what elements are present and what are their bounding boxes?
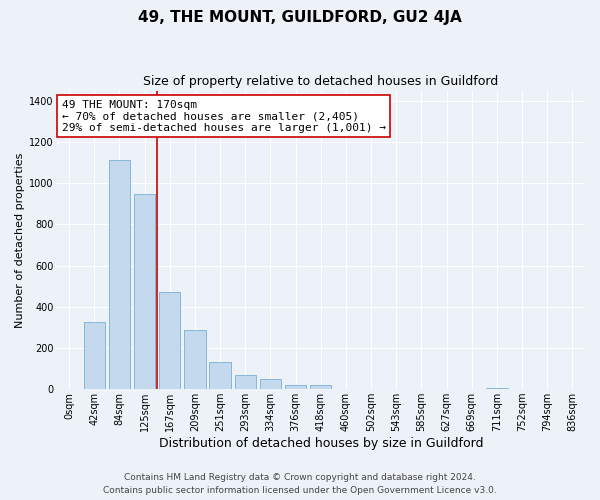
Y-axis label: Number of detached properties: Number of detached properties xyxy=(15,152,25,328)
Text: 49 THE MOUNT: 170sqm
← 70% of detached houses are smaller (2,405)
29% of semi-de: 49 THE MOUNT: 170sqm ← 70% of detached h… xyxy=(62,100,386,132)
Bar xyxy=(134,194,155,389)
Bar xyxy=(235,375,256,389)
Bar xyxy=(209,362,231,389)
Bar xyxy=(285,385,307,389)
Bar xyxy=(260,380,281,389)
Bar xyxy=(310,385,331,389)
Bar xyxy=(159,292,181,389)
Bar xyxy=(109,160,130,389)
Text: Contains HM Land Registry data © Crown copyright and database right 2024.
Contai: Contains HM Land Registry data © Crown c… xyxy=(103,474,497,495)
X-axis label: Distribution of detached houses by size in Guildford: Distribution of detached houses by size … xyxy=(158,437,483,450)
Bar xyxy=(486,388,508,389)
Text: 49, THE MOUNT, GUILDFORD, GU2 4JA: 49, THE MOUNT, GUILDFORD, GU2 4JA xyxy=(138,10,462,25)
Bar xyxy=(184,330,206,389)
Bar xyxy=(83,322,105,389)
Title: Size of property relative to detached houses in Guildford: Size of property relative to detached ho… xyxy=(143,75,499,88)
